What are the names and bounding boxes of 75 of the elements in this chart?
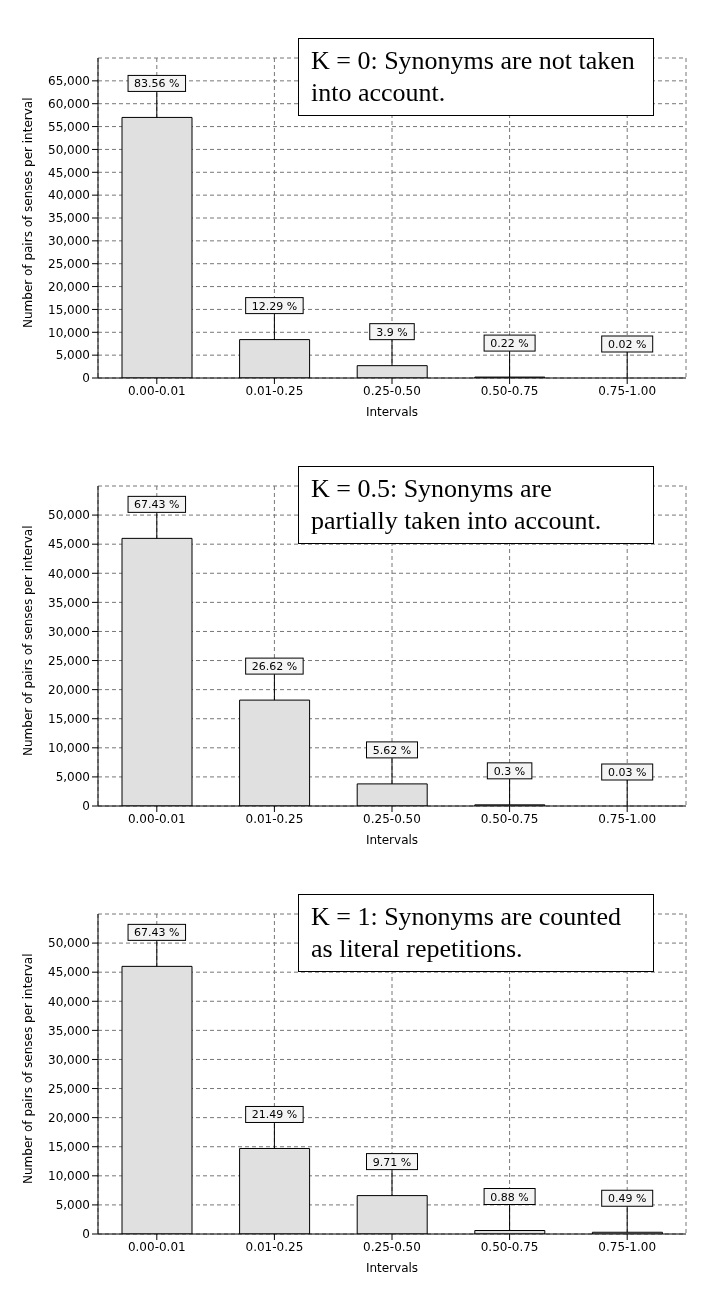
x-tick-label: 0.75-1.00 (598, 811, 657, 826)
annotation: 83.56 % (134, 77, 180, 91)
x-tick-label: 0.25-0.50 (363, 1239, 421, 1254)
y-tick-label: 50,000 (48, 142, 90, 157)
x-tick-label: 0.25-0.50 (363, 811, 421, 826)
x-tick-label: 0.00-0.01 (127, 383, 186, 398)
x-axis-title: Intervals (365, 405, 419, 419)
x-axis-title: Intervals (365, 833, 419, 847)
y-tick-label: 15,000 (48, 1139, 90, 1154)
x-tick-label: 0.50-0.75 (480, 1239, 539, 1254)
x-tick-label: 0.01-0.25 (245, 811, 304, 826)
annotation: 12.29 % (251, 299, 298, 313)
annotation: 5.62 % (372, 743, 412, 757)
x-tick-label: 0.50-0.75 (480, 811, 539, 826)
y-tick-label: 15,000 (48, 302, 90, 317)
annotation: 67.43 % (134, 926, 180, 940)
annotation: K = 0: Synonyms are not taken into account. (298, 38, 654, 116)
y-tick-label: 20,000 (48, 682, 90, 697)
x-axis-title: Intervals (365, 1261, 419, 1275)
y-axis-title: Number of pairs of senses per interval (21, 97, 36, 328)
annotation: 26.62 % (251, 660, 298, 674)
y-tick-label: 45,000 (48, 165, 90, 180)
y-tick-label: 30,000 (48, 234, 90, 249)
y-tick-label: 25,000 (48, 653, 90, 668)
x-tick-label: 0.75-1.00 (598, 1239, 657, 1254)
y-tick-label: 25,000 (48, 256, 90, 271)
x-tick-label: 0.25-0.50 (363, 383, 421, 398)
y-tick-label: 35,000 (48, 595, 90, 610)
y-tick-label: 5,000 (55, 1198, 90, 1213)
y-tick-label: 50,000 (48, 508, 90, 523)
y-tick-label: 0 (82, 371, 90, 386)
y-tick-label: 40,000 (48, 188, 90, 203)
y-tick-label: 5,000 (55, 770, 90, 785)
y-tick-label: 10,000 (48, 741, 90, 756)
annotation: 0.02 % (607, 338, 647, 351)
y-tick-label: 15,000 (48, 711, 90, 726)
x-tick-label: 0.01-0.25 (245, 1239, 304, 1254)
y-tick-label: 10,000 (48, 1169, 90, 1184)
y-axis-title: Number of pairs of senses per interval (21, 953, 36, 1184)
y-tick-label: 55,000 (48, 119, 90, 134)
annotation: K = 0.5: Synonyms are partially taken into account. (298, 466, 654, 544)
y-tick-label: 40,000 (48, 566, 90, 581)
y-tick-label: 10,000 (48, 325, 90, 340)
annotation: K = 1: Synonyms are counted as literal repetitions. (298, 894, 654, 972)
y-tick-label: 60,000 (48, 96, 90, 111)
y-tick-label: 20,000 (48, 279, 90, 294)
y-tick-label: 50,000 (48, 936, 90, 951)
annotation: 67.43 % (134, 498, 180, 512)
x-tick-label: 0.01-0.25 (245, 383, 304, 398)
annotation: 0.22 % (490, 337, 529, 351)
y-tick-label: 5,000 (55, 348, 90, 363)
y-tick-label: 20,000 (48, 1110, 90, 1125)
y-tick-label: 0 (82, 1227, 90, 1242)
y-tick-label: 25,000 (48, 1081, 90, 1096)
y-tick-label: 65,000 (48, 74, 90, 89)
y-tick-label: 0 (82, 799, 90, 814)
x-tick-label: 0.50-0.75 (480, 383, 539, 398)
annotation: 0.3 % (493, 764, 526, 778)
annotation: 0.03 % (607, 766, 647, 779)
y-tick-label: 30,000 (48, 624, 90, 639)
x-tick-label: 0.00-0.01 (127, 1239, 186, 1254)
annotation: 3.9 % (376, 325, 408, 339)
y-axis-title: Number of pairs of senses per interval (21, 525, 36, 756)
x-tick-label: 0.75-1.00 (598, 383, 657, 398)
annotation: 9.71 % (372, 1155, 412, 1169)
y-tick-label: 45,000 (48, 537, 90, 552)
x-tick-label: 0.00-0.01 (127, 811, 186, 826)
annotation: 21.49 % (251, 1108, 298, 1122)
annotation: 0.88 % (490, 1190, 529, 1204)
y-tick-label: 35,000 (48, 1023, 90, 1038)
y-tick-label: 35,000 (48, 211, 90, 226)
y-tick-label: 30,000 (48, 1052, 90, 1067)
y-tick-label: 45,000 (48, 965, 90, 980)
y-tick-label: 40,000 (48, 994, 90, 1009)
annotation: 0.49 % (607, 1192, 647, 1206)
